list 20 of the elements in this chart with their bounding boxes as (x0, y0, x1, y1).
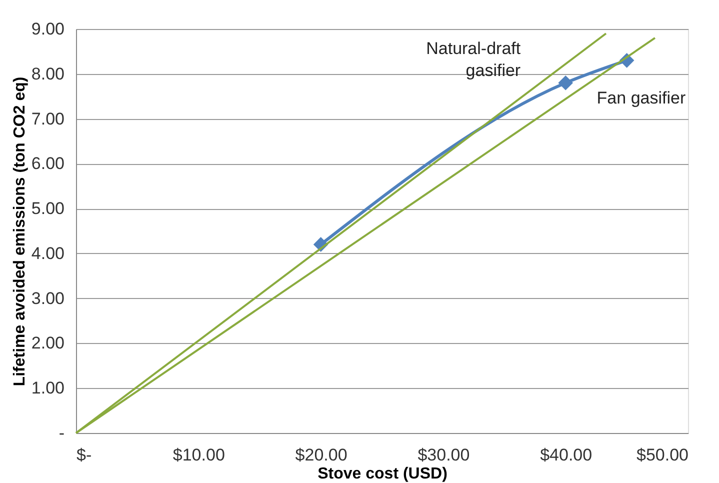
y-tick-label: 7.00 (31, 109, 64, 128)
y-tick-label: 8.00 (31, 64, 64, 84)
x-axis-title: Stove cost (USD) (318, 466, 448, 482)
y-tick-label: 4.00 (31, 244, 64, 263)
x-tick-label: $10.00 (172, 446, 225, 464)
y-tick-label: 6.00 (31, 154, 64, 174)
y-tick-label: 3.00 (31, 288, 64, 308)
x-tick-label: $- (76, 446, 92, 464)
annotation: Natural-draft gasifier (426, 38, 521, 80)
x-tick-label: $30.00 (418, 446, 470, 464)
y-tick-label: 9.00 (31, 20, 64, 38)
y-axis-title: Lifetime avoided emissions (ton CO2 eq) (11, 76, 28, 386)
x-tick-label: $40.00 (540, 446, 592, 464)
y-tick-label: 1.00 (31, 378, 64, 398)
y-tick-label: 5.00 (31, 199, 64, 218)
x-tick-label: $20.00 (295, 446, 348, 464)
x-tick-label: $50.00 (636, 446, 688, 464)
y-tick-label: 2.00 (31, 334, 64, 353)
annotation: Fan gasifier (596, 88, 686, 108)
y-tick-label: - (58, 424, 64, 442)
